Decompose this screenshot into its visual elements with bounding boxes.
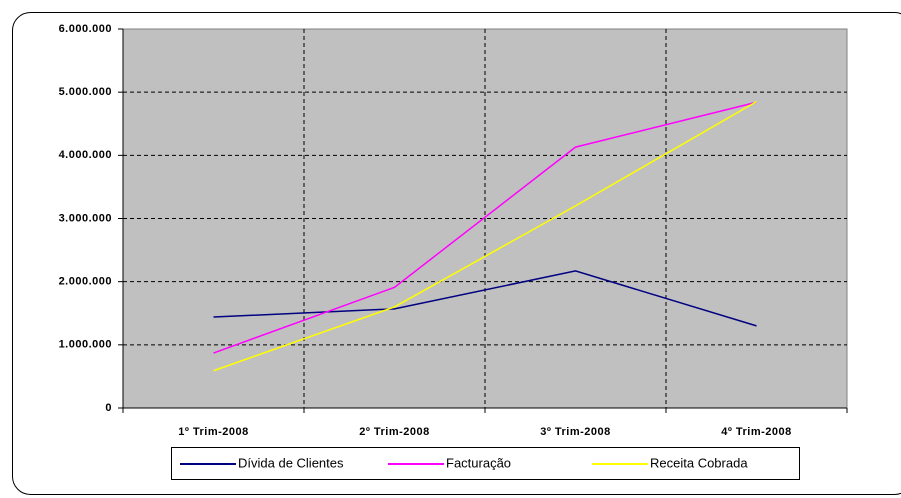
y-tick-label: 2.000.000 [59, 276, 112, 288]
x-tick-label: 2º Trim-2008 [359, 426, 430, 438]
legend-label: Dívida de Clientes [238, 455, 344, 470]
legend-label: Receita Cobrada [650, 455, 748, 470]
x-tick-label: 3º Trim-2008 [540, 426, 611, 438]
series-line [213, 270, 757, 327]
x-tick-label: 1º Trim-2008 [178, 426, 249, 438]
y-tick-label: 4.000.000 [59, 149, 112, 161]
legend-label: Facturação [446, 455, 511, 470]
legend-box [171, 447, 800, 480]
y-tick-label: 1.000.000 [59, 339, 112, 351]
y-tick-label: 3.000.000 [59, 212, 112, 224]
series-line [213, 101, 757, 354]
series-line [213, 100, 757, 372]
x-tick-label: 4º Trim-2008 [721, 426, 792, 438]
y-tick-label: 6.000.000 [59, 23, 112, 35]
y-tick-label: 5.000.000 [59, 86, 112, 98]
y-tick-label: 0 [105, 402, 112, 414]
